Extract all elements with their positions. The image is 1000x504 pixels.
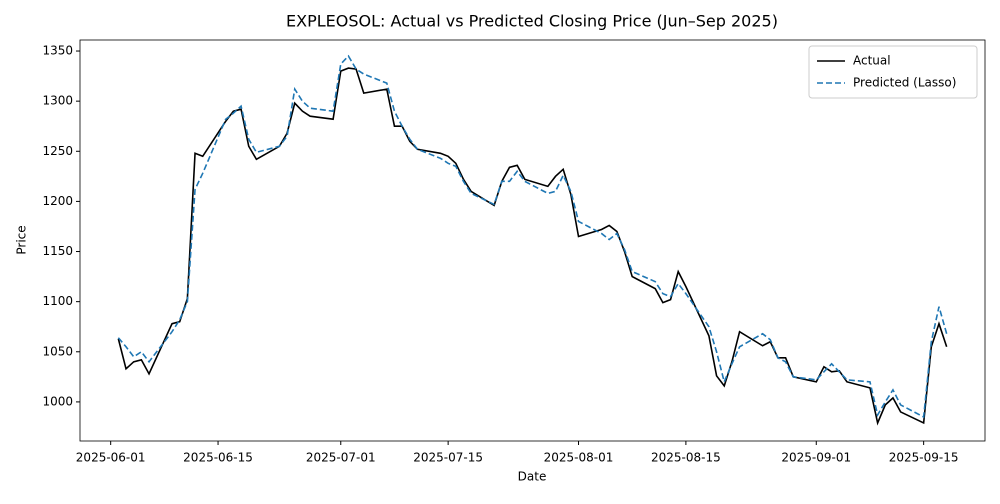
- x-tick-label: 2025-08-01: [544, 451, 614, 465]
- chart-title: EXPLEOSOL: Actual vs Predicted Closing P…: [286, 12, 778, 31]
- x-tick-label: 2025-06-01: [76, 451, 146, 465]
- y-tick-label: 1300: [42, 94, 73, 108]
- x-tick-label: 2025-08-15: [651, 451, 721, 465]
- y-tick-label: 1000: [42, 394, 73, 408]
- legend-label: Actual: [853, 54, 891, 68]
- line-series: [117, 54, 948, 419]
- x-tick-label: 2025-07-01: [306, 451, 376, 465]
- y-tick-label: 1250: [42, 144, 73, 158]
- legend-label: Predicted (Lasso): [853, 76, 956, 90]
- y-tick-label: 1100: [42, 294, 73, 308]
- y-axis-label: Price: [15, 225, 29, 254]
- x-tick-label: 2025-07-15: [413, 451, 483, 465]
- x-axis-label: Date: [518, 470, 547, 484]
- y-tick-label: 1200: [42, 194, 73, 208]
- x-tick-label: 2025-09-15: [889, 451, 959, 465]
- y-tick-label: 1150: [42, 244, 73, 258]
- legend: Actual Predicted (Lasso): [808, 45, 978, 99]
- line-series: [117, 67, 948, 426]
- x-tick-label: 2025-06-15: [183, 451, 253, 465]
- y-tick-label: 1350: [42, 44, 73, 58]
- y-tick-label: 1050: [42, 344, 73, 358]
- legend-box: [808, 45, 978, 99]
- plot-frame: [79, 39, 986, 442]
- x-tick-label: 2025-09-01: [781, 451, 851, 465]
